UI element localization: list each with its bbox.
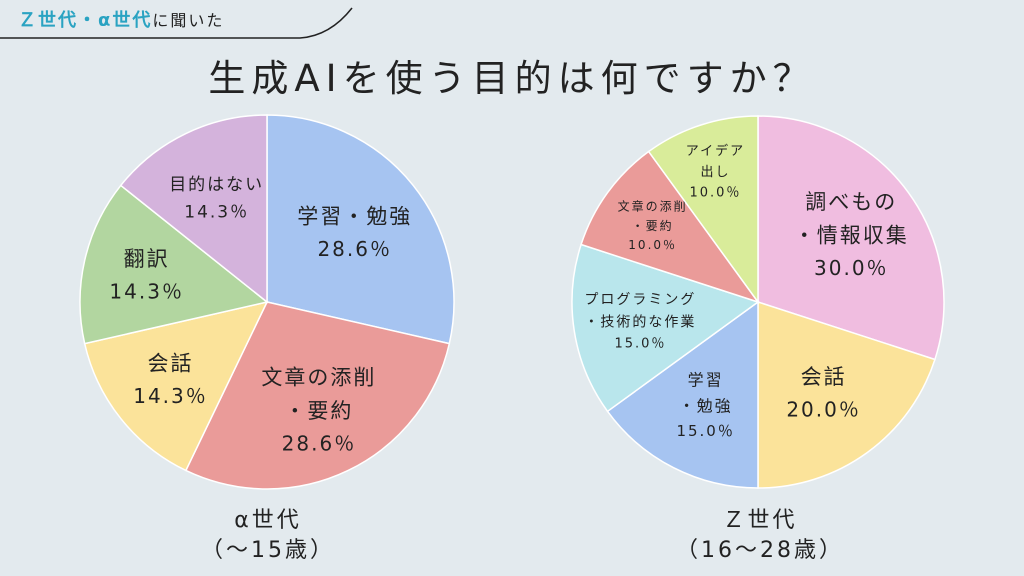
z-slice-1-value: 20.0％: [786, 397, 861, 421]
z-caption-title: Ｚ世代: [722, 508, 798, 533]
z-slice-4: [580, 150, 760, 304]
alpha-slice-3-label-0: 翻訳: [124, 247, 170, 271]
z-slice-1: [757, 300, 936, 489]
alpha-caption-title: α世代: [234, 508, 302, 533]
page-title: 生成AIを使う目的は何ですか？: [208, 57, 816, 100]
alpha-caption-age: （〜15歳）: [201, 538, 335, 563]
z-pie: 調べもの・情報収集 30.0％ 会話 20.0％ 学習・勉強 15.0％ プログラミング・技…: [571, 115, 945, 489]
z-slice-0-value: 30.0％: [814, 256, 889, 280]
z-caption-age: （16〜28歳）: [676, 538, 844, 563]
alpha-slice-1-label-1: ・要約: [284, 399, 353, 423]
alpha-slice-0-label-0: 学習・勉強: [297, 205, 412, 229]
z-slice-4-label-0: 文章の添削: [618, 199, 688, 214]
alpha-slice-4-label-0: 目的はない: [169, 175, 264, 195]
alpha-slice-0: [266, 114, 455, 345]
alpha-caption: α世代 （〜15歳）: [168, 506, 368, 566]
alpha-slice-1: [184, 301, 451, 490]
z-caption: Ｚ世代 （16〜28歳）: [640, 506, 880, 566]
alpha-slice-4: [119, 114, 268, 304]
z-slice-3-value: 15.0％: [614, 337, 666, 352]
z-slice-0: [757, 115, 945, 361]
z-slice-5: [647, 115, 759, 305]
alpha-slice-4-value: 14.3％: [184, 202, 249, 222]
z-slice-2-value: 15.0％: [676, 422, 734, 440]
z-slice-1-label-0: 会話: [801, 365, 847, 389]
alpha-slice-1-label-0: 文章の添削: [261, 366, 376, 390]
alpha-slice-1-value: 28.6％: [282, 432, 357, 456]
alpha-slice-2-label-0: 会話: [148, 352, 194, 376]
z-slice-0-label-1: ・情報収集: [794, 224, 909, 248]
z-slice-5-label-1: 出し: [700, 165, 730, 180]
z-slice-4-value: 10.0％: [628, 238, 677, 252]
z-slice-3: [571, 243, 760, 413]
z-slice-5-label-0: アイデア: [686, 143, 745, 159]
z-slice-3-label-1: ・技術的な作業: [584, 314, 696, 330]
alpha-slice-3: [79, 184, 269, 345]
z-slice-2: [606, 300, 759, 489]
z-slice-4-label-1: ・要約: [632, 218, 674, 233]
alpha-slice-2-value: 14.3％: [133, 384, 208, 408]
z-slice-2-label-0: 学習: [688, 371, 724, 390]
z-slice-0-label-0: 調べもの: [805, 190, 897, 214]
alpha-slice-3-value: 14.3％: [109, 280, 184, 304]
alpha-pie: 学習・勉強 28.6％ 文章の添削・要約 28.6％ 会話 14.3％ 翻訳 14.3％ 目的は…: [79, 114, 455, 490]
z-slice-2-label-1: ・勉強: [679, 396, 733, 415]
alpha-slice-0-value: 28.6％: [317, 237, 392, 261]
z-slice-5-value: 10.0％: [689, 186, 741, 201]
alpha-slice-2: [83, 300, 269, 472]
z-slice-3-label-0: プログラミング: [584, 292, 696, 308]
